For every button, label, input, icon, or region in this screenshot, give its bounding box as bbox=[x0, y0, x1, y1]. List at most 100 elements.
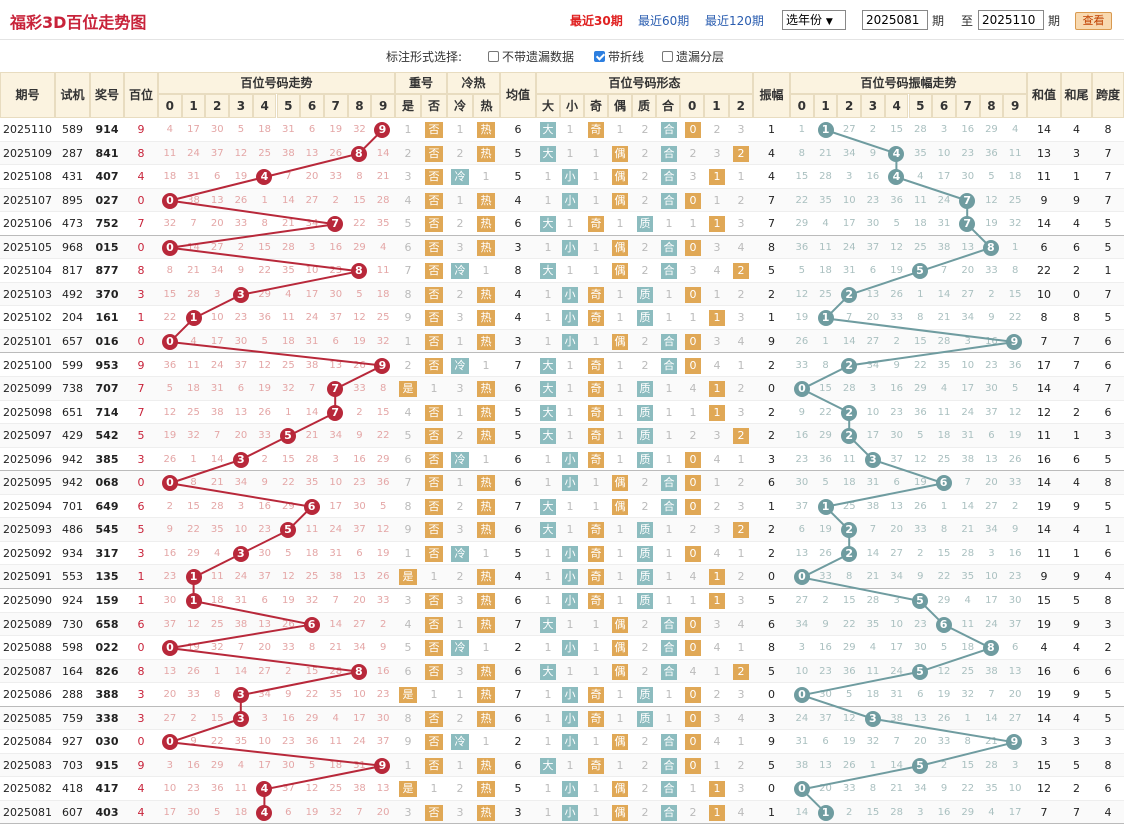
avg-cell: 6 bbox=[514, 594, 522, 607]
miss-cell: 17 bbox=[187, 124, 200, 135]
miss-cell: 4 bbox=[332, 712, 339, 724]
miss-cell: 9 bbox=[379, 642, 387, 654]
amp-miss-cell: 16 bbox=[890, 383, 903, 395]
form-prime: 2 bbox=[641, 193, 649, 207]
amp-cell: 2 bbox=[768, 358, 775, 372]
miss-cell: 3 bbox=[308, 241, 316, 253]
amp-miss-cell: 10 bbox=[795, 665, 809, 677]
miss-cell: 7 bbox=[285, 171, 292, 183]
miss-cell: 26 bbox=[258, 406, 271, 418]
amp-miss-cell: 19 bbox=[842, 736, 856, 748]
span-cell: 7 bbox=[1104, 287, 1112, 301]
miss-cell: 26 bbox=[376, 571, 390, 583]
prize-cell: 841 bbox=[95, 146, 119, 160]
amp-miss-cell: 12 bbox=[795, 288, 809, 300]
miss-cell: 31 bbox=[353, 759, 366, 771]
from-issue-input[interactable]: 2025081 bbox=[862, 10, 928, 30]
amp-miss-cell: 15 bbox=[819, 383, 832, 395]
amp-miss-cell: 23 bbox=[913, 618, 927, 630]
miss-cell: 23 bbox=[163, 571, 177, 583]
hot-cell: 热 bbox=[477, 781, 495, 798]
table-row: 2025089 730 658 6 37 12 25 38 13 26 14 27 2 4 否 1 热 7 大 1 1 偶… bbox=[0, 612, 1124, 637]
span-cell: 1 bbox=[1104, 264, 1112, 278]
option-layered[interactable]: 遗漏分层 bbox=[662, 48, 724, 65]
table-row: 2025095 942 068 0 8 21 34 9 22 35 10 23 36 7 否 1 热 6 1 小 1 偶 2… bbox=[0, 471, 1124, 495]
amp-miss-cell: 33 bbox=[842, 783, 856, 795]
amp-miss-cell: 36 bbox=[819, 453, 832, 465]
amp-miss-cell: 10 bbox=[961, 359, 975, 371]
span-cell: 5 bbox=[1104, 311, 1112, 325]
miss-cell: 16 bbox=[281, 712, 295, 724]
period-30-link[interactable]: 最近30期 bbox=[570, 14, 623, 28]
form-big: 大 bbox=[540, 428, 556, 445]
query-button[interactable]: 查看 bbox=[1075, 12, 1112, 30]
miss-cell: 31 bbox=[234, 595, 248, 606]
amp-miss-cell: 37 bbox=[890, 453, 903, 465]
prize-cell: 826 bbox=[95, 664, 119, 678]
form-odd: 1 bbox=[592, 334, 600, 348]
form-prime: 质 bbox=[637, 545, 653, 562]
trend-ball: 7 bbox=[327, 404, 344, 421]
checkbox-no-missing[interactable] bbox=[488, 51, 499, 62]
amp-miss-cell: 37 bbox=[795, 500, 809, 512]
amp-cell: 5 bbox=[768, 664, 775, 678]
rep-no-cell: 否 bbox=[425, 475, 443, 492]
hund-cell: 1 bbox=[137, 311, 145, 325]
option-polyline[interactable]: 带折线 bbox=[594, 48, 644, 65]
form-odd: 奇 bbox=[588, 757, 604, 774]
header-rep-yes: 是 bbox=[395, 94, 421, 118]
miss-cell: 28 bbox=[329, 665, 343, 677]
amp-cell: 7 bbox=[768, 217, 775, 231]
amp-miss-cell: 17 bbox=[866, 430, 880, 442]
checkbox-layered[interactable] bbox=[662, 51, 673, 62]
issue-cell: 2025089 bbox=[3, 617, 52, 631]
year-select[interactable]: 选年份 ▼ bbox=[782, 10, 846, 30]
cold-cell: 3 bbox=[456, 311, 464, 325]
hund-cell: 9 bbox=[137, 123, 145, 136]
amp-miss-cell: 28 bbox=[985, 759, 998, 771]
form-mod: 1 bbox=[737, 546, 745, 560]
period-60-link[interactable]: 最近60期 bbox=[638, 14, 690, 28]
rep-no-cell: 否 bbox=[425, 310, 443, 327]
rep-no-cell: 否 bbox=[425, 451, 443, 468]
issue-cell: 2025094 bbox=[3, 499, 52, 513]
to-issue-input[interactable]: 2025110 bbox=[978, 10, 1044, 30]
rep-yes-cell: 6 bbox=[404, 664, 412, 678]
amp-miss-cell: 27 bbox=[842, 124, 856, 135]
header-issue[interactable]: 期号 bbox=[0, 72, 55, 118]
hund-cell: 3 bbox=[137, 688, 145, 702]
miss-cell: 30 bbox=[187, 806, 200, 818]
option-no-missing[interactable]: 不带遗漏数据 bbox=[488, 48, 574, 65]
avg-cell: 6 bbox=[514, 523, 522, 537]
miss-cell: 13 bbox=[258, 618, 271, 630]
amp-miss-cell: 26 bbox=[913, 500, 927, 512]
amp-miss-cell: 13 bbox=[1008, 665, 1022, 677]
amp-ball: 8 bbox=[982, 640, 999, 657]
miss-cell: 8 bbox=[261, 218, 268, 230]
amp-miss-cell: 9 bbox=[893, 359, 900, 371]
cold-cell: 2 bbox=[456, 711, 464, 725]
amp-ball: 0 bbox=[794, 569, 810, 586]
amp-cell: 2 bbox=[768, 405, 775, 419]
amp-cell: 2 bbox=[768, 523, 775, 537]
form-comp: 1 bbox=[665, 405, 673, 419]
trend-ball: 8 bbox=[350, 663, 367, 680]
header-amp-digit: 8 bbox=[979, 94, 1004, 118]
header-amp-digit: 1 bbox=[813, 94, 838, 118]
form-small: 1 bbox=[566, 429, 574, 443]
hot-cell: 热 bbox=[477, 239, 495, 256]
table-row: 2025090 924 159 1 30 18 31 6 19 32 7 20 33 3 否 3 热 6 1 小奇 1 质… bbox=[0, 589, 1124, 613]
rep-yes-cell: 6 bbox=[404, 452, 412, 466]
form-mod: 0 bbox=[685, 687, 701, 704]
amp-miss-cell: 33 bbox=[985, 265, 998, 277]
amp-ball: 1 bbox=[817, 122, 834, 138]
miss-cell: 21 bbox=[305, 430, 319, 442]
hund-cell: 0 bbox=[137, 641, 145, 655]
checkbox-polyline[interactable] bbox=[594, 51, 605, 62]
test-cell: 553 bbox=[62, 570, 83, 584]
amp-miss-cell: 24 bbox=[842, 241, 856, 253]
period-120-link[interactable]: 最近120期 bbox=[705, 14, 764, 28]
to-label: 至 bbox=[961, 14, 974, 28]
option-label: 标注形式选择: bbox=[386, 50, 463, 64]
form-mod: 3 bbox=[737, 594, 745, 607]
